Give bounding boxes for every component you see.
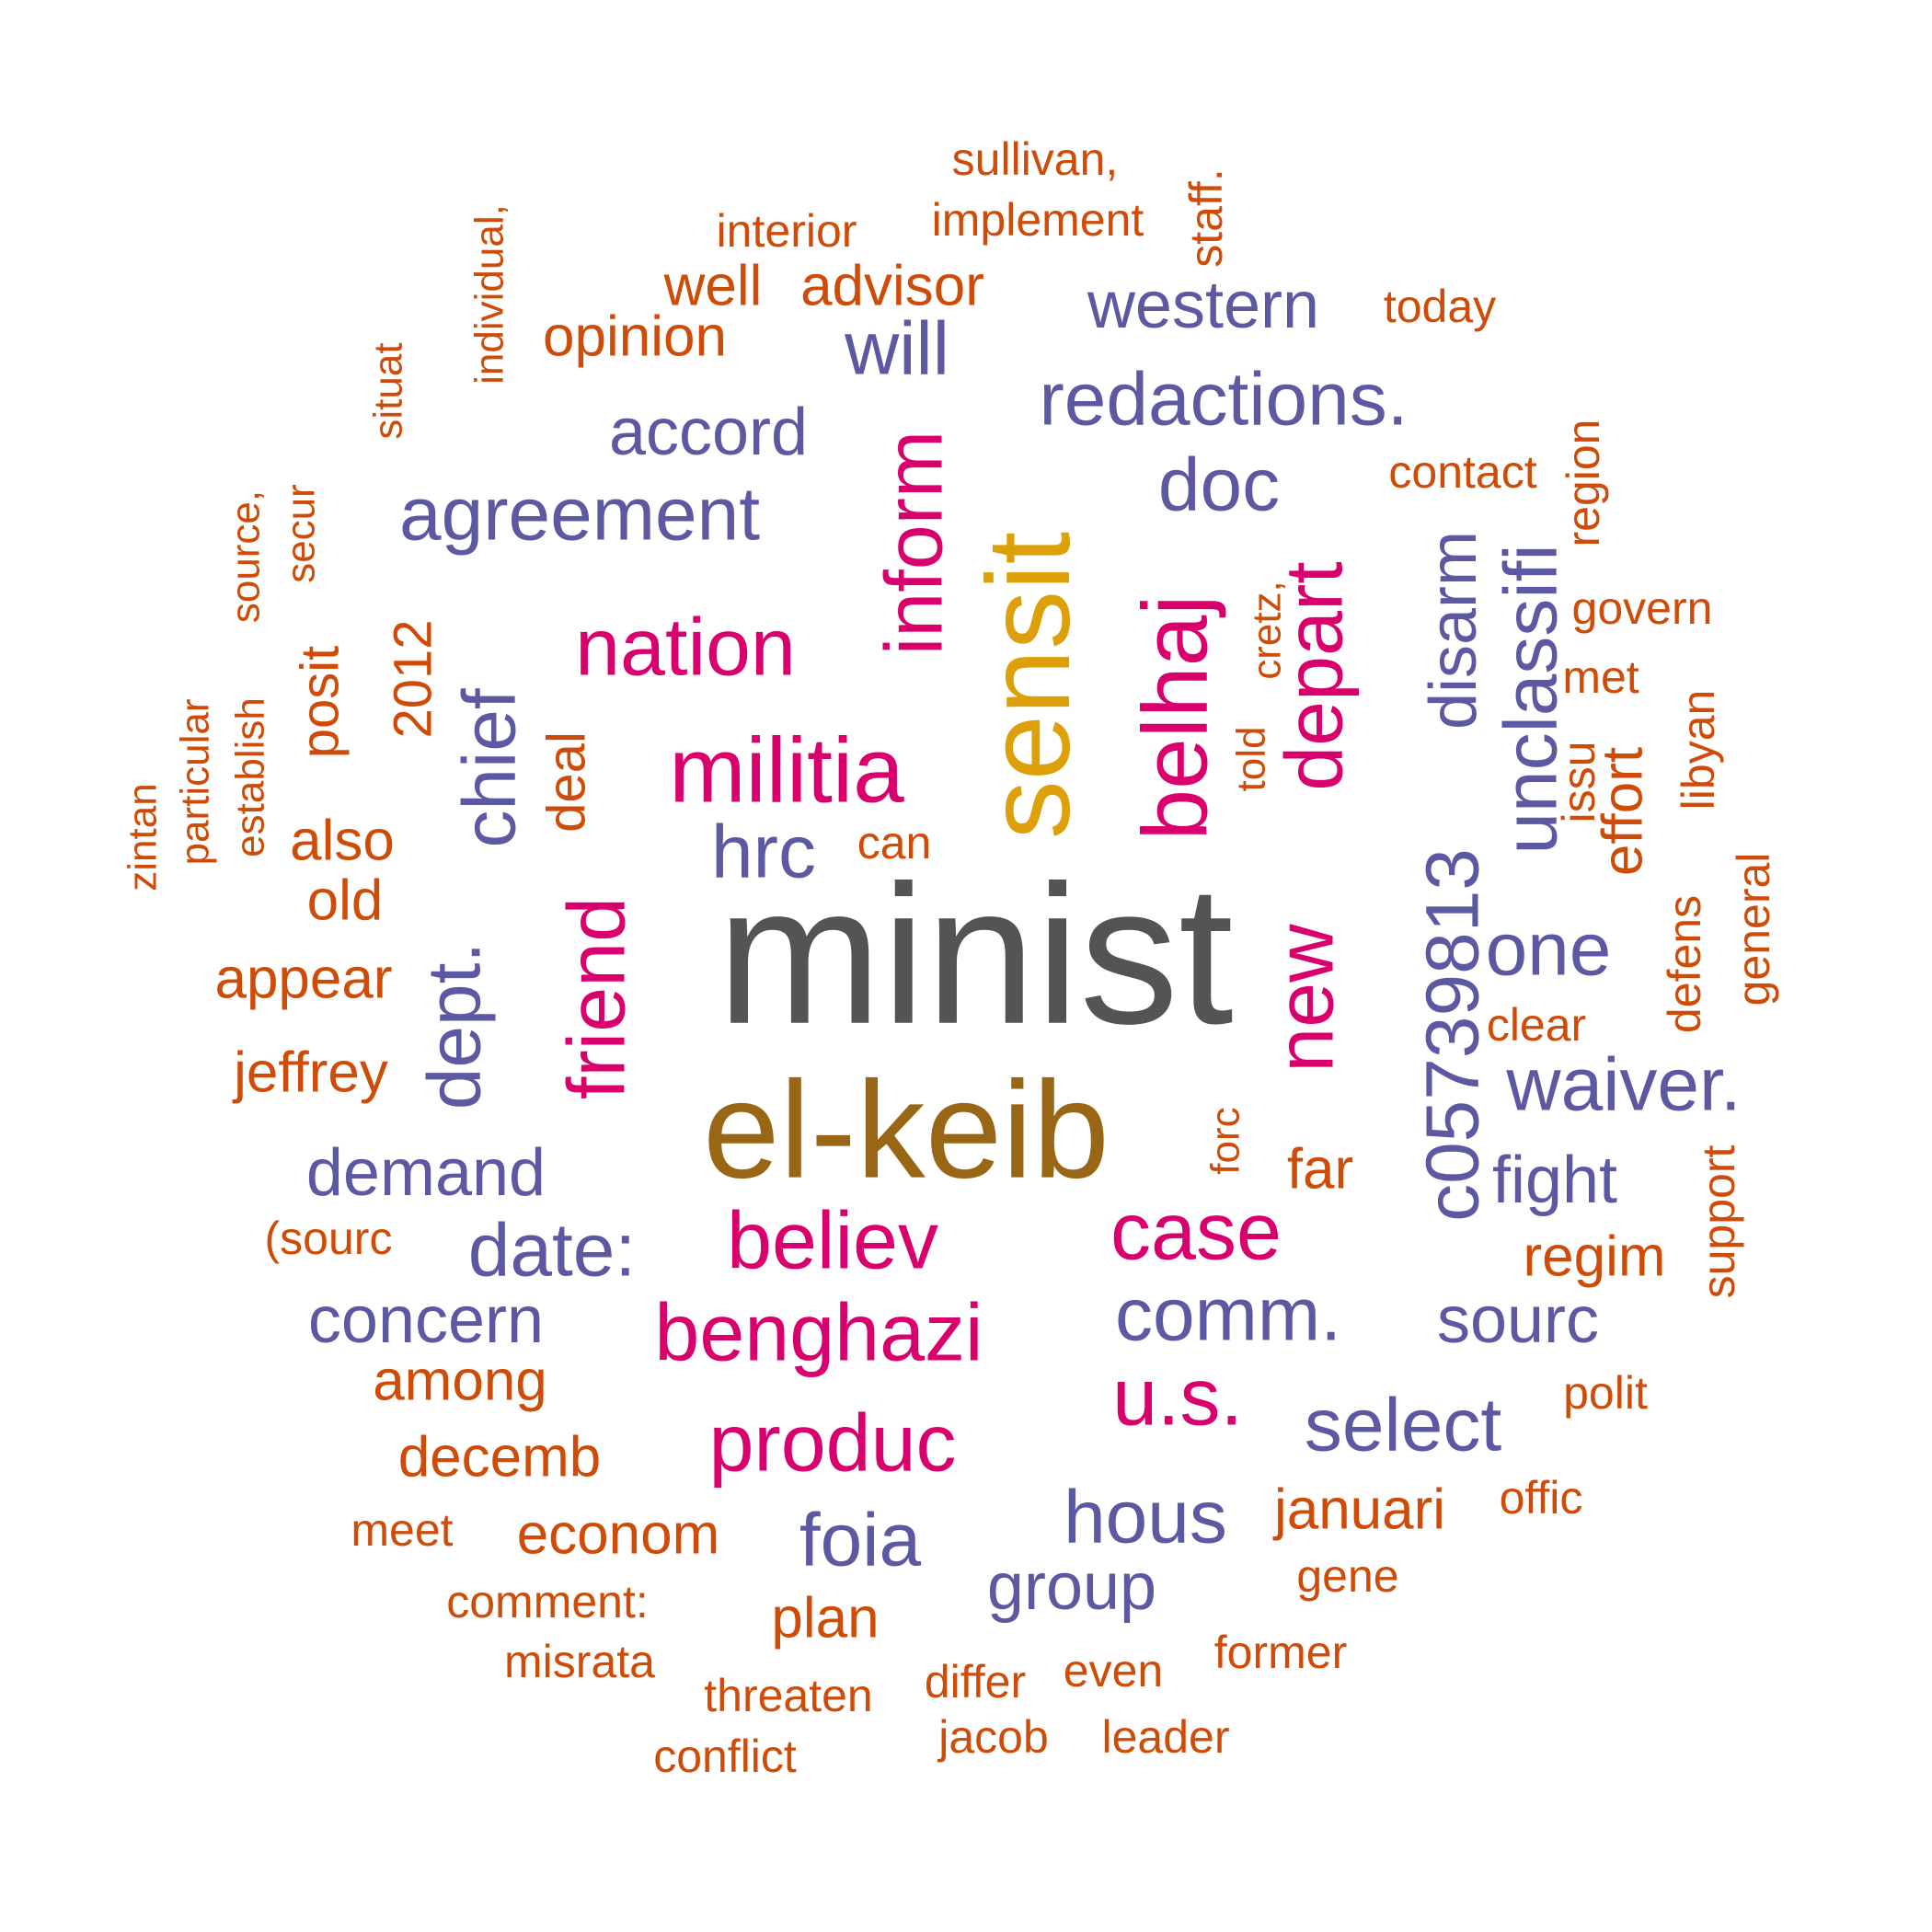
cloud-word: source, [224, 490, 269, 623]
cloud-word: minist [717, 844, 1233, 1065]
cloud-word: advisor [800, 254, 984, 317]
cloud-word: fight [1492, 1144, 1617, 1217]
cloud-word: misrata [504, 1636, 655, 1687]
cloud-word: also [290, 809, 395, 872]
cloud-word: jeffrey [232, 1041, 388, 1104]
cloud-word: militia [669, 719, 904, 822]
cloud-word: c05739813 [1411, 848, 1495, 1222]
cloud-word: plan [771, 1586, 879, 1650]
cloud-word: belhaj [1123, 595, 1226, 841]
cloud-word: sensit [963, 532, 1095, 839]
cloud-word: gene [1296, 1550, 1398, 1602]
cloud-word: disarm [1417, 531, 1490, 730]
cloud-word: today [1384, 281, 1496, 332]
cloud-word: effort [1591, 747, 1654, 876]
cloud-word: u.s. [1112, 1351, 1243, 1442]
cloud-word: interior [717, 205, 857, 257]
cloud-word: region [1558, 420, 1609, 547]
cloud-word: date: [468, 1209, 636, 1293]
cloud-word: govern [1572, 582, 1713, 634]
cloud-word: among [373, 1349, 547, 1412]
cloud-word: el-keib [703, 1052, 1110, 1207]
cloud-word: benghazi [654, 1286, 983, 1377]
cloud-word: sullivan, [952, 133, 1119, 185]
cloud-word: opinion [543, 305, 727, 368]
cloud-word: libyan [1673, 690, 1724, 811]
cloud-word: hous [1064, 1476, 1227, 1559]
cloud-word: individual, [467, 204, 512, 385]
cloud-word: differ [925, 1656, 1026, 1708]
cloud-word: clear [1487, 999, 1586, 1051]
cloud-word: doc [1158, 443, 1280, 527]
cloud-word: old [307, 868, 384, 932]
cloud-word: forc [1203, 1107, 1248, 1174]
cloud-word: chief [448, 688, 532, 847]
cloud-word: former [1214, 1627, 1347, 1678]
cloud-word: told [1229, 727, 1274, 792]
cloud-word: hrc [711, 811, 816, 894]
cloud-word: contact [1388, 446, 1536, 498]
cloud-word: 2012 [383, 619, 443, 738]
cloud-word: meet [351, 1504, 453, 1556]
cloud-word: establish [228, 697, 273, 857]
cloud-word: offic [1500, 1472, 1583, 1524]
cloud-word: particular [173, 699, 218, 866]
cloud-word: group [987, 1550, 1156, 1624]
cloud-word: one [1486, 908, 1612, 992]
cloud-word: depart [1268, 561, 1359, 791]
cloud-word: redactions. [1039, 358, 1408, 442]
cloud-word: econom [517, 1502, 720, 1566]
cloud-word: staff. [1180, 168, 1232, 267]
cloud-word: issu [1553, 742, 1604, 823]
cloud-word: secur [279, 484, 324, 583]
cloud-word: unclassifi [1489, 544, 1573, 854]
cloud-word: met [1562, 651, 1639, 703]
cloud-word: select [1305, 1384, 1501, 1467]
cloud-word: regim [1523, 1225, 1665, 1288]
cloud-word: well [663, 254, 763, 317]
cloud-word: inform [868, 431, 959, 656]
cloud-word: implement [932, 194, 1144, 246]
cloud-word: general [1728, 853, 1779, 1006]
cloud-word: zintan [121, 783, 166, 891]
cloud-word: accord [609, 396, 808, 469]
cloud-word: polit [1563, 1367, 1648, 1419]
cloud-word: will [844, 307, 949, 391]
cloud-word: produc [708, 1397, 956, 1488]
cloud-word: comment: [446, 1576, 649, 1627]
cloud-word: decemb [398, 1425, 602, 1489]
cloud-word: dept. [413, 942, 497, 1110]
cloud-word: demand [306, 1136, 546, 1210]
cloud-word: nation [575, 601, 796, 692]
cloud-word: new [1259, 924, 1350, 1073]
cloud-word: posit [290, 646, 350, 759]
cloud-word: believ [727, 1194, 938, 1285]
cloud-word: januari [1272, 1478, 1445, 1541]
cloud-word: deal [536, 731, 596, 833]
cloud-word: agreement [399, 473, 760, 557]
cloud-word: western [1087, 269, 1319, 342]
cloud-word: can [857, 817, 932, 868]
cloud-word: defens [1659, 895, 1710, 1033]
cloud-word: even [1064, 1645, 1163, 1696]
cloud-word: threaten [704, 1670, 872, 1721]
cloud-word: support [1693, 1145, 1744, 1299]
cloud-word: (sourc [265, 1213, 393, 1264]
cloud-word: case [1110, 1185, 1282, 1276]
cloud-word: appear [214, 947, 392, 1010]
cloud-word: waiver. [1505, 1043, 1741, 1127]
cloud-word: cretz, [1245, 581, 1290, 680]
cloud-word: situat [366, 342, 411, 439]
cloud-word: sourc [1437, 1283, 1599, 1357]
cloud-word: friend [550, 897, 641, 1099]
cloud-word: leader [1102, 1711, 1230, 1763]
cloud-word: conflict [653, 1731, 797, 1782]
cloud-word: jacob [937, 1711, 1049, 1763]
cloud-word: comm. [1115, 1273, 1341, 1357]
cloud-word: far [1287, 1137, 1353, 1201]
cloud-word: concern [308, 1283, 544, 1357]
cloud-word: foia [799, 1499, 922, 1582]
